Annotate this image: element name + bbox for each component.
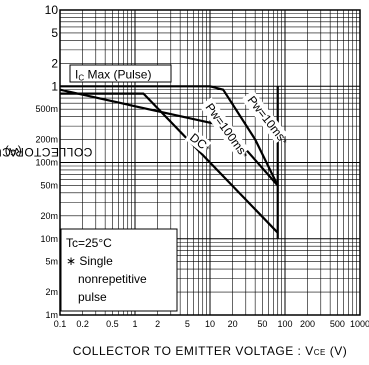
ic-max-label: IC Max (Pulse) bbox=[75, 68, 151, 83]
x-tick-label: 0.2 bbox=[76, 319, 89, 329]
x-tick-label: 20 bbox=[228, 319, 238, 329]
x-tick-label: 100 bbox=[277, 319, 292, 329]
y-tick-label: 100m bbox=[35, 158, 58, 168]
condition-single: ∗ Single bbox=[66, 254, 113, 268]
x-tick-label: 200 bbox=[300, 319, 315, 329]
x-tick-label: 0.1 bbox=[54, 319, 67, 329]
ic-max-box bbox=[69, 64, 172, 83]
y-tick-label: 1m bbox=[45, 310, 58, 320]
x-tick-label: 0.5 bbox=[106, 319, 119, 329]
x-tick-label: 10 bbox=[205, 319, 215, 329]
condition-pulse: pulse bbox=[78, 290, 107, 304]
y-tick-label: 10m bbox=[40, 234, 58, 244]
x-axis-label: COLLECTOR TO EMITTER VOLTAGE : VCE (V) bbox=[72, 344, 348, 358]
condition-temperature: Tc=25°C bbox=[66, 236, 112, 250]
x-tick-label: 1000 bbox=[350, 319, 369, 329]
y-tick-label: 200m bbox=[35, 135, 58, 145]
y-tick-label: 20m bbox=[40, 211, 58, 221]
x-tick-label: 50 bbox=[257, 319, 267, 329]
y-tick-label: 5 bbox=[51, 26, 58, 40]
y-tick-label: 1 bbox=[51, 79, 58, 93]
y-tick-label: 2 bbox=[51, 56, 58, 70]
series-line-3 bbox=[60, 92, 279, 234]
tick-labels: 0.1 0.2 0.5 1 2 5 10 20 50 100 200 500 1000 1m 2m 5m 10m… bbox=[35, 3, 369, 329]
x-tick-label: 2 bbox=[155, 319, 160, 329]
series-line-1 bbox=[60, 85, 279, 186]
y-tick-label: 5m bbox=[45, 257, 58, 267]
y-tick-label: 500m bbox=[35, 104, 58, 114]
y-tick-label: 50m bbox=[40, 180, 58, 190]
plot-frame bbox=[59, 9, 361, 316]
x-tick-label: 500 bbox=[330, 319, 345, 329]
series-line-2 bbox=[59, 88, 279, 187]
y-tick-label: 10 bbox=[45, 3, 59, 17]
y-tick-label: 2m bbox=[45, 287, 58, 297]
condition-nonrepetitive: nonrepetitive bbox=[78, 272, 147, 286]
x-tick-label: 5 bbox=[185, 319, 190, 329]
conditions-box bbox=[60, 228, 178, 312]
label-pw100: Pw=100ms* bbox=[199, 97, 250, 161]
x-tick-label: 1 bbox=[132, 319, 137, 329]
